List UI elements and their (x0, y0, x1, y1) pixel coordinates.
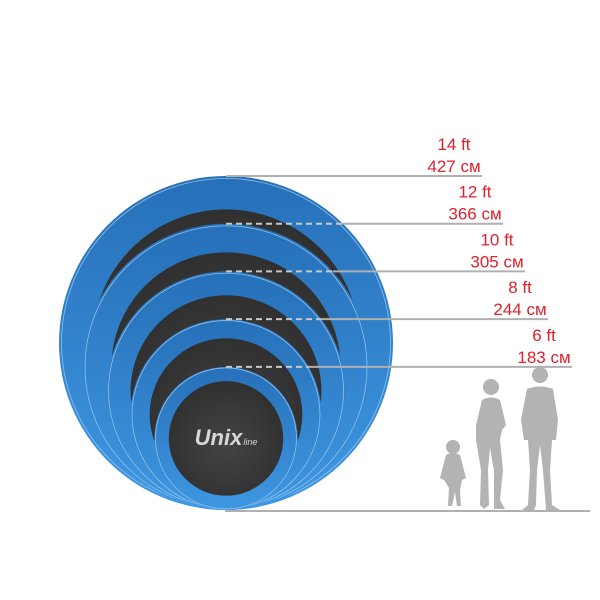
child-silhouette (440, 440, 466, 506)
size-label-cm: 427 см (427, 157, 480, 176)
size-label-cm: 305 см (470, 252, 523, 271)
size-label-ft: 14 ft (437, 135, 470, 154)
size-label-ft: 6 ft (532, 326, 556, 345)
size-label-ft: 8 ft (508, 278, 532, 297)
unix-logo: Unixline (195, 425, 258, 450)
size-label-cm: 244 см (493, 300, 546, 319)
size-labels: 14 ft 427 см 12 ft 366 см 10 ft 305 см 8 ft 244… (427, 135, 570, 367)
woman-silhouette (476, 379, 506, 509)
size-label-ft: 12 ft (458, 183, 491, 202)
pad-edge (155, 367, 297, 510)
trampoline-circles (59, 176, 393, 511)
trampoline-mat (168, 381, 284, 496)
size-label-cm: 366 см (448, 205, 501, 224)
man-silhouette (521, 367, 560, 510)
size-label-ft: 10 ft (480, 230, 513, 249)
people-silhouettes (440, 367, 560, 510)
dimension-lines (226, 175, 572, 368)
size-label-cm: 183 см (517, 348, 570, 367)
